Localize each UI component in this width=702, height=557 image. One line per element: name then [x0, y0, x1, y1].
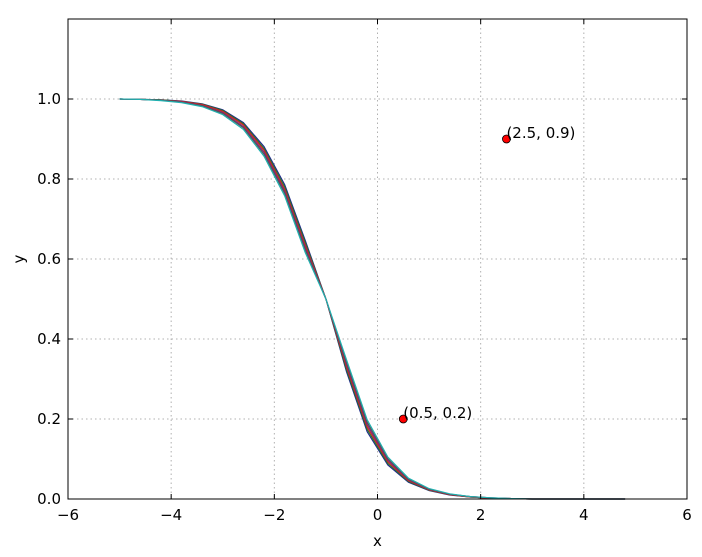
y-tick-label: 0.6 [37, 250, 61, 268]
x-axis-label: x [373, 532, 382, 550]
annotation-points: (0.5, 0.2) (2.5, 0.9) [398, 124, 575, 424]
y-tick-label: 1.0 [37, 90, 61, 108]
axis-ticks [67, 19, 688, 500]
x-tick-label: −6 [57, 506, 79, 524]
tick-labels: −6 −4 −2 0 2 4 6 0.0 0.2 0.4 0.6 0.8 1.0 [37, 90, 692, 524]
x-tick-label: 6 [682, 506, 692, 524]
annotation-label-2: (2.5, 0.9) [506, 124, 575, 142]
x-tick-label: −2 [263, 506, 285, 524]
x-tick-label: 4 [579, 506, 589, 524]
x-tick-label: 2 [476, 506, 486, 524]
grid-lines [68, 19, 687, 499]
x-tick-label: −4 [160, 506, 182, 524]
annotation-point-2 [502, 134, 511, 144]
series-lines [119, 98, 626, 500]
x-tick-label: 0 [373, 506, 383, 524]
y-axis-label: y [10, 254, 28, 263]
series-line-2 [119, 98, 626, 500]
y-tick-label: 0.8 [37, 170, 61, 188]
y-tick-label: 0.0 [37, 490, 61, 508]
annotation-point-1 [398, 414, 408, 424]
annotation-label-1: (0.5, 0.2) [403, 404, 472, 422]
y-tick-label: 0.2 [37, 410, 61, 428]
y-tick-label: 0.4 [37, 330, 61, 348]
